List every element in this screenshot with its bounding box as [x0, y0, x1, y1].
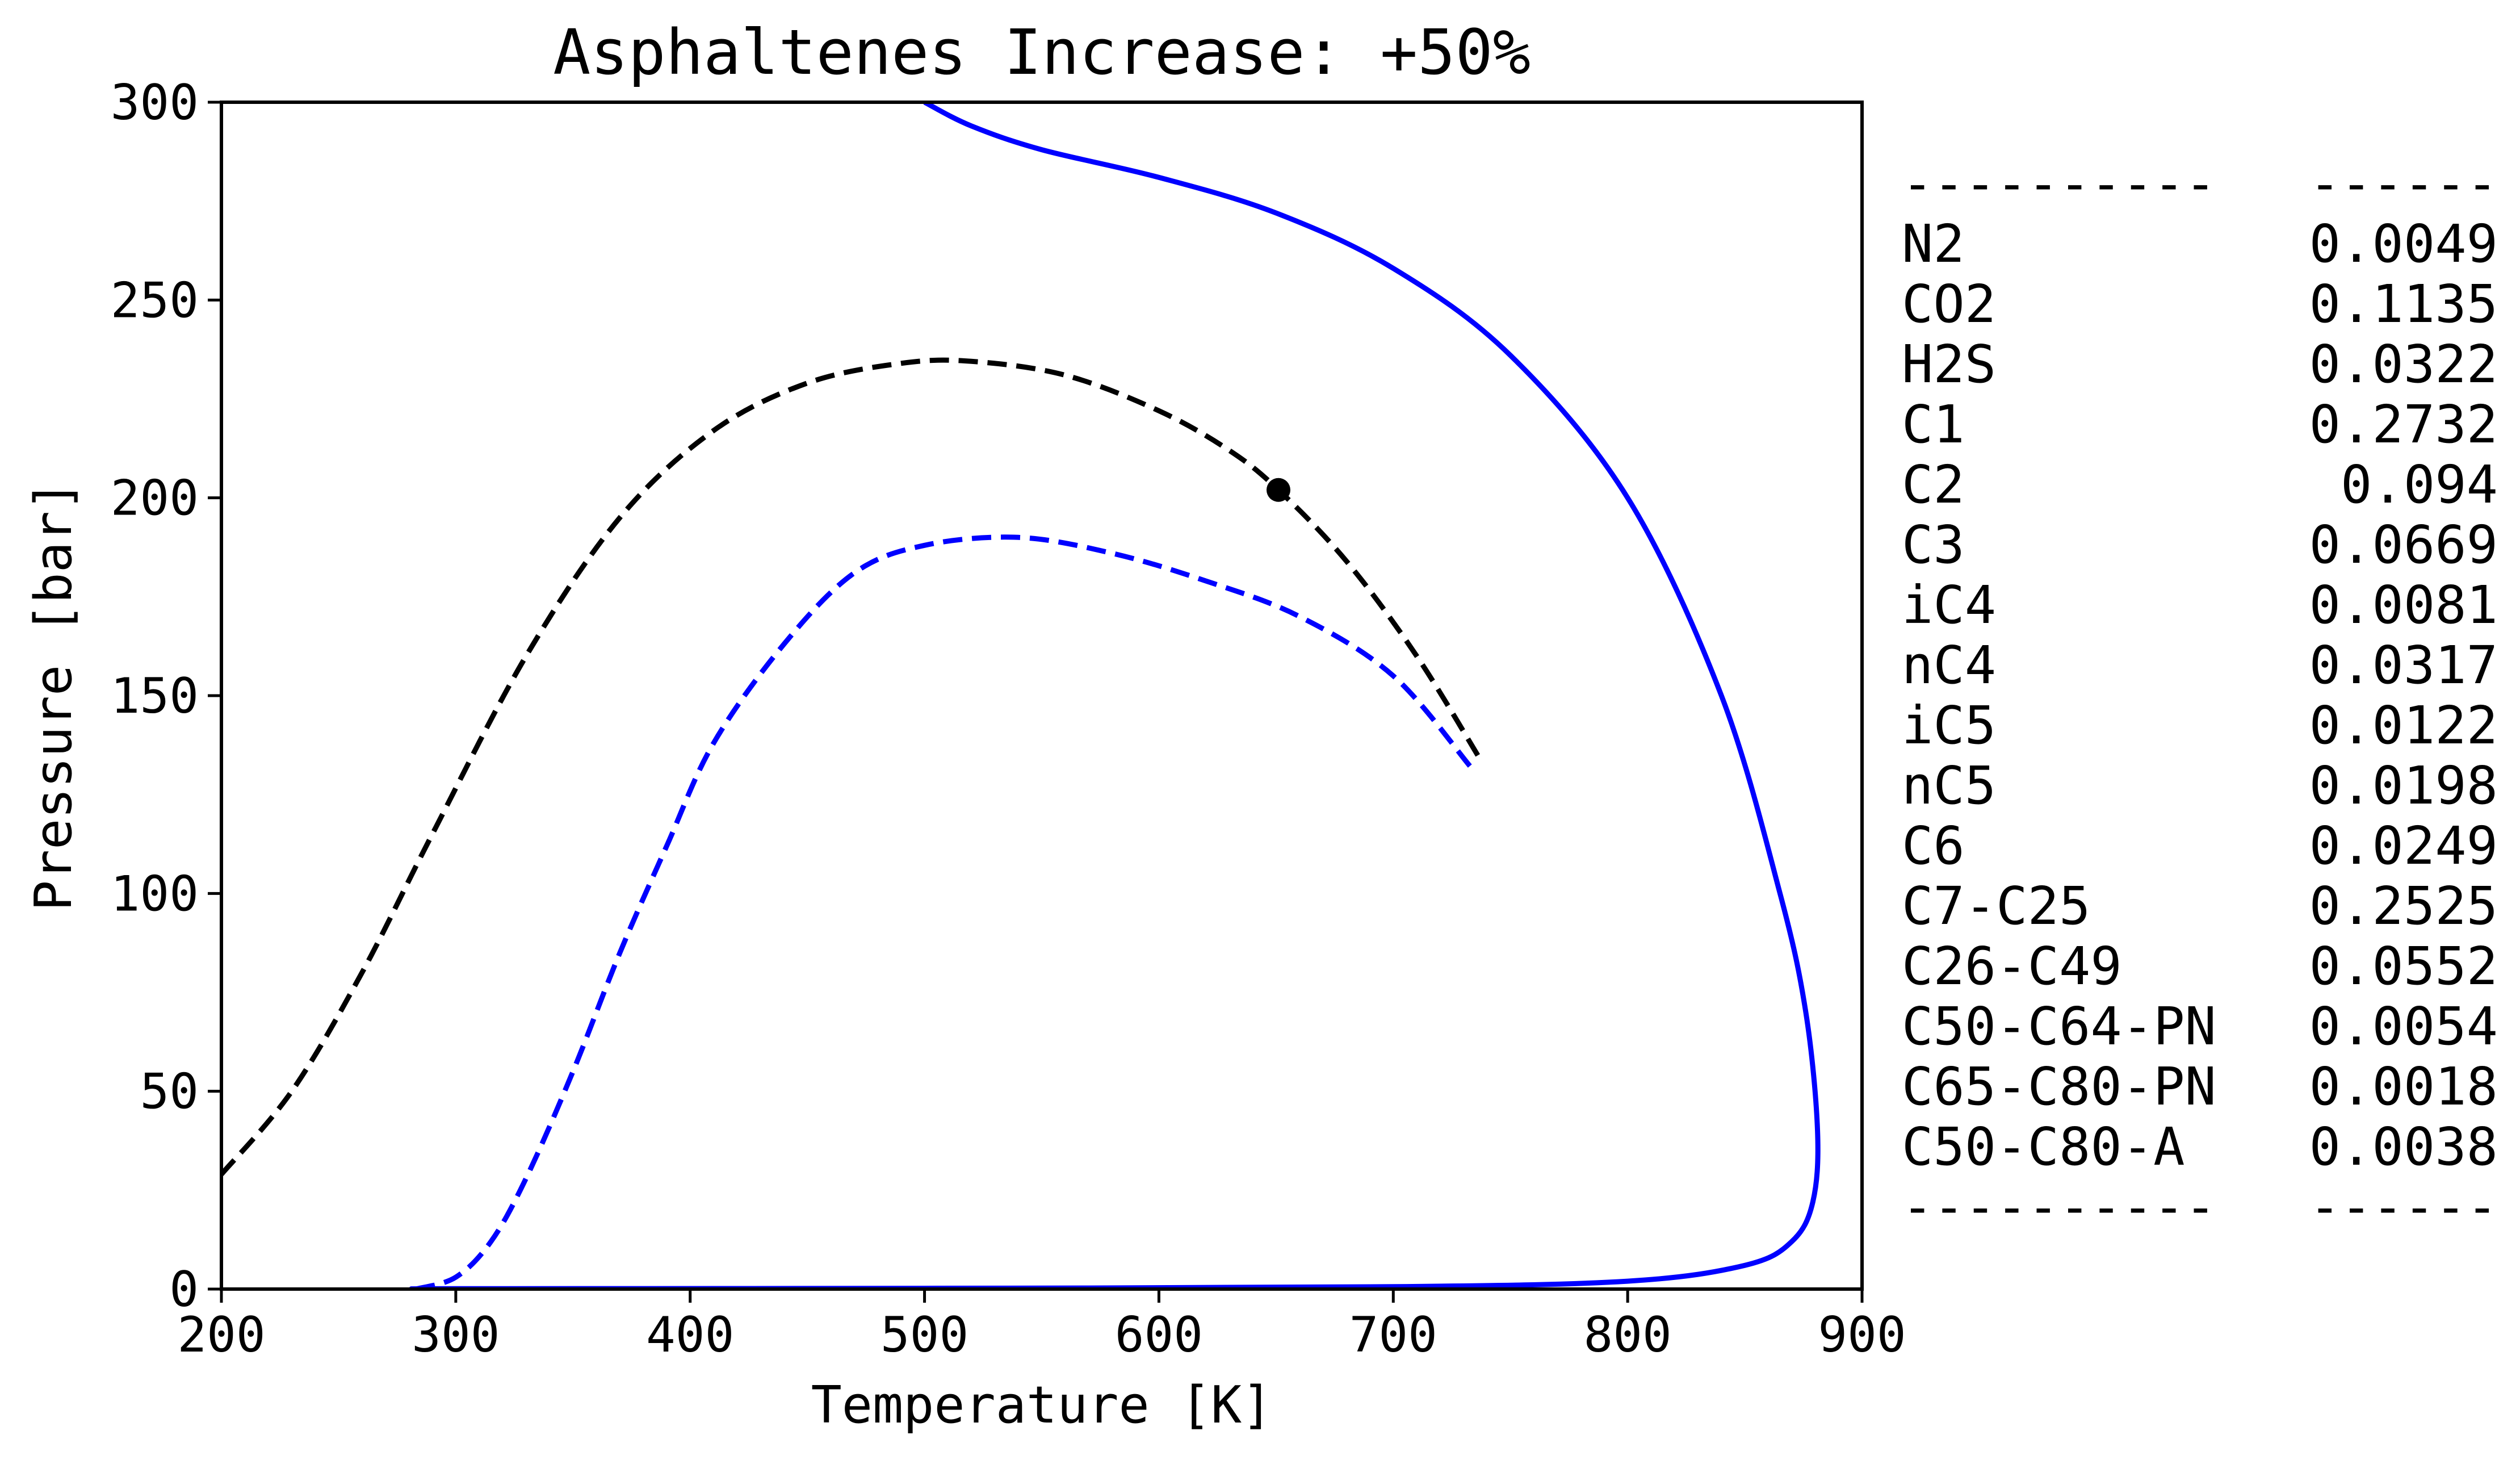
- component-name: C50-C80-A: [1902, 1116, 2185, 1177]
- x-tick-label: 300: [412, 1307, 500, 1363]
- component-name: CO2: [1902, 274, 1996, 334]
- y-tick-label: 0: [169, 1261, 199, 1318]
- component-name: C65-C80-PN: [1902, 1056, 2216, 1117]
- component-value: 0.0198: [2309, 755, 2498, 816]
- critical-point-marker: [1266, 478, 1290, 502]
- x-tick-label: 600: [1115, 1307, 1203, 1363]
- component-value: 0.094: [2341, 454, 2498, 515]
- component-name: nC4: [1902, 635, 1996, 696]
- x-tick-label: 800: [1583, 1307, 1671, 1363]
- component-value: 0.1135: [2309, 274, 2498, 334]
- component-name: C2: [1902, 454, 1965, 515]
- component-value: 0.0054: [2309, 996, 2498, 1057]
- y-tick-label: 200: [111, 470, 199, 527]
- component-value: 0.0122: [2309, 695, 2498, 756]
- component-name: C3: [1902, 514, 1965, 575]
- component-value: 0.0081: [2309, 575, 2498, 635]
- y-axis-label: Pressure [bar]: [24, 480, 83, 911]
- component-value: 0.0038: [2309, 1116, 2498, 1177]
- component-name: C26-C49: [1902, 936, 2122, 997]
- component-value: 0.0317: [2309, 635, 2498, 696]
- component-name: H2S: [1902, 334, 1996, 395]
- x-tick-label: 700: [1349, 1307, 1437, 1363]
- component-value: 0.0669: [2309, 514, 2498, 575]
- component-name: iC5: [1902, 695, 1996, 756]
- y-tick-label: 150: [111, 668, 199, 725]
- series-layer: [221, 102, 1821, 1289]
- x-axis-label: Temperature [K]: [811, 1375, 1273, 1435]
- series-line-1: [409, 102, 1821, 1289]
- component-name: C50-C64-PN: [1902, 996, 2216, 1057]
- chart-title: Asphaltenes Increase: +50%: [553, 16, 1531, 89]
- series-line-3: [415, 534, 1473, 1289]
- plot-frame: [220, 101, 1864, 1291]
- component-value: 0.0018: [2309, 1056, 2498, 1117]
- separator-left: ----------: [1902, 1177, 2216, 1237]
- component-name: N2: [1902, 214, 1965, 274]
- x-tick-label: 200: [177, 1307, 265, 1363]
- x-tick-label: 900: [1818, 1307, 1906, 1363]
- x-tick-label: 400: [646, 1307, 734, 1363]
- component-name: C6: [1902, 815, 1965, 876]
- separator-left: ----------: [1902, 153, 2216, 214]
- component-name: nC5: [1902, 755, 1996, 816]
- y-tick-label: 300: [111, 74, 199, 131]
- component-value: 0.2525: [2309, 876, 2498, 936]
- y-axis: 0 50 100 150 200 250 300: [111, 74, 221, 1318]
- separator-right: ------: [2309, 153, 2498, 214]
- y-tick-label: 250: [111, 272, 199, 329]
- component-value: 0.0552: [2309, 936, 2498, 997]
- marker-layer: [1266, 478, 1290, 502]
- x-tick-label: 500: [880, 1307, 968, 1363]
- series-line-2: [221, 357, 1485, 1176]
- component-name: C1: [1902, 394, 1965, 455]
- component-value: 0.2732: [2309, 394, 2498, 455]
- y-tick-label: 50: [140, 1064, 199, 1120]
- component-name: C7-C25: [1902, 876, 2090, 936]
- x-axis: 200 300 400 500 600 700 800 900: [177, 1289, 1906, 1363]
- separator-right: ------: [2309, 1177, 2498, 1237]
- y-tick-label: 100: [111, 865, 199, 922]
- component-name: iC4: [1902, 575, 1996, 635]
- component-value: 0.0049: [2309, 214, 2498, 274]
- component-value: 0.0322: [2309, 334, 2498, 395]
- component-value: 0.0249: [2309, 815, 2498, 876]
